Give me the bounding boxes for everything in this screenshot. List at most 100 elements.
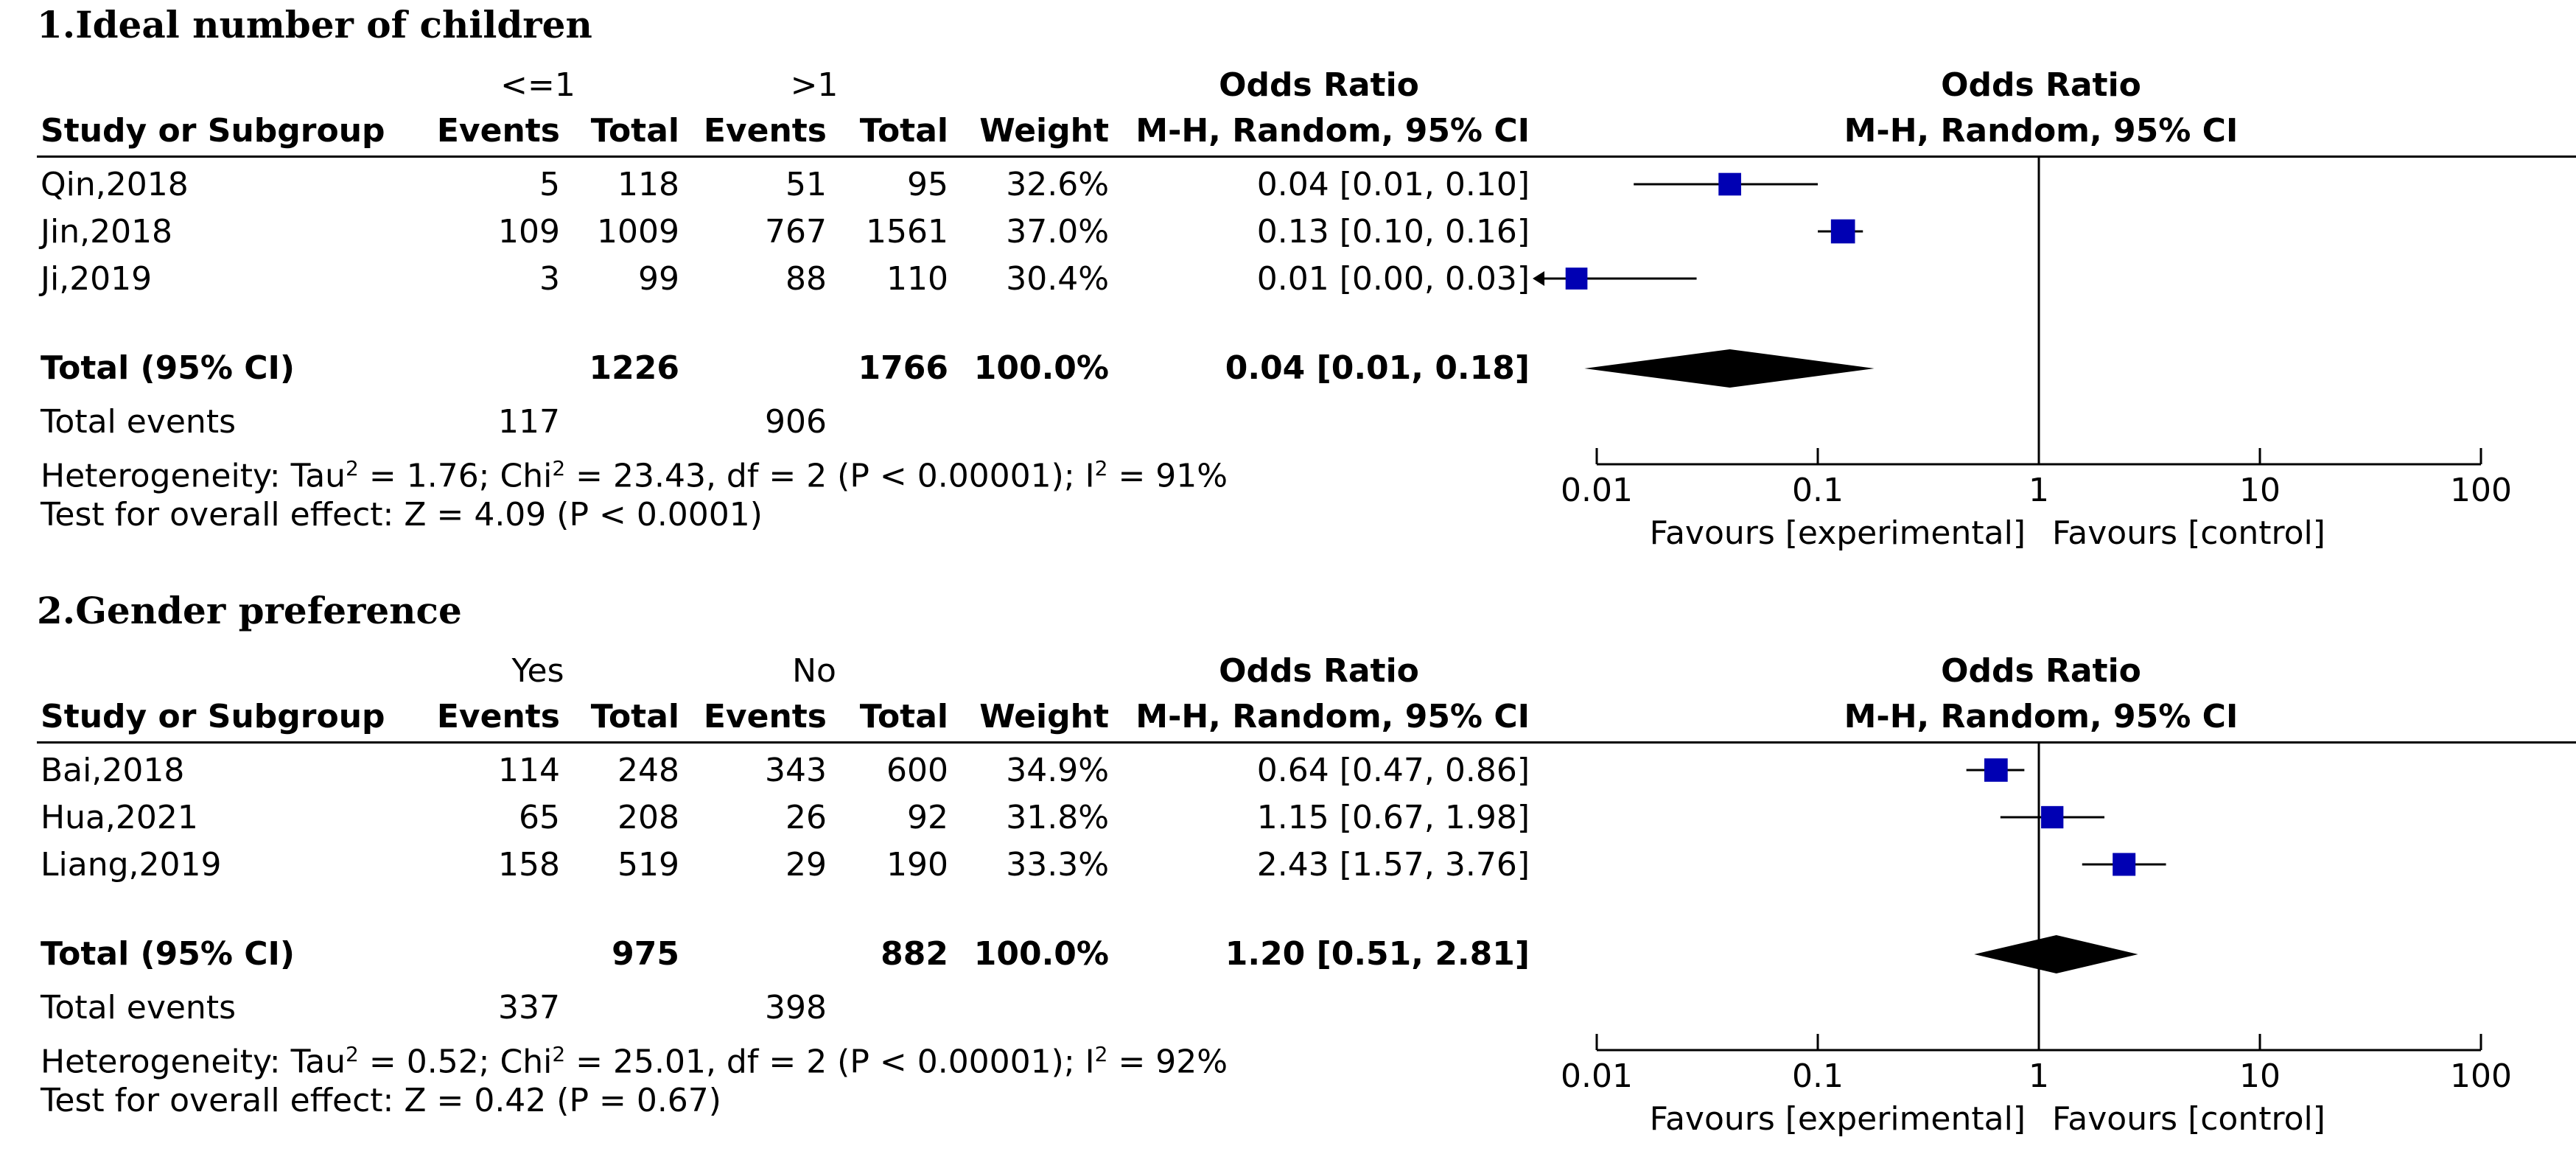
pooled-diamond [1974, 935, 2138, 973]
total2-cell: 1766 [858, 349, 948, 387]
total2-cell: 190 [886, 846, 948, 884]
total2-cell: 95 [907, 166, 948, 203]
events2-cell: 29 [785, 846, 827, 884]
events1-cell: 65 [519, 799, 560, 836]
total1-cell: 118 [617, 166, 679, 203]
events2-header: Events [703, 698, 827, 735]
superscript: 2 [552, 1042, 566, 1066]
events1-header: Events [436, 112, 560, 150]
ci-cell: 0.04 [0.01, 0.10] [1256, 166, 1530, 203]
superscript: 2 [1094, 456, 1108, 480]
events1-header: Events [436, 698, 560, 735]
total1-header: Total [590, 698, 679, 735]
x-tick-label: 100 [2450, 1057, 2512, 1095]
study-name: Jin,2018 [41, 213, 173, 251]
weight-cell: 32.6% [1006, 166, 1109, 203]
total1-cell: 1226 [589, 349, 679, 387]
total1-cell: 519 [617, 846, 679, 884]
study-name: Hua,2021 [41, 799, 198, 836]
total-events-label: Total events [41, 403, 236, 441]
events2-header: Events [703, 112, 827, 150]
events2-cell: 767 [765, 213, 827, 251]
weight-cell: 34.9% [1006, 752, 1109, 789]
ci-cell: 0.13 [0.10, 0.16] [1256, 213, 1530, 251]
study-marker [1830, 219, 1855, 244]
total1-cell: 248 [617, 752, 679, 789]
x-tick-label: 0.01 [1561, 1057, 1633, 1095]
favours-left-label: Favours [experimental] [1650, 1100, 2026, 1138]
total-weight-cell: 100.0% [973, 935, 1109, 973]
events2-cell: 26 [785, 799, 827, 836]
total-label: Total (95% CI) [41, 935, 295, 973]
ci-header: M-H, Random, 95% CI [1135, 112, 1530, 150]
x-tick-label: 0.1 [1792, 472, 1844, 509]
heterogeneity-tail: = 92% [1107, 1043, 1228, 1081]
study-name: Qin,2018 [41, 166, 189, 203]
heterogeneity-mid1: = 1.76; Chi [358, 457, 553, 495]
overall-effect-text: Test for overall effect: Z = 0.42 (P = 0… [41, 1082, 721, 1119]
total2-cell: 1561 [866, 213, 948, 251]
study-name: Ji,2019 [41, 260, 153, 298]
events2-cell: 88 [785, 260, 827, 298]
heterogeneity-mid1: = 0.52; Chi [358, 1043, 553, 1081]
favours-right-label: Favours [control] [2052, 1100, 2325, 1138]
odds-ratio-plot-header: Odds Ratio [1941, 652, 2141, 690]
forest-plot-2: 0.01 0.1 1 10 100 Favours [experimental] Favou… [1561, 741, 2512, 1138]
total1-cell: 1009 [597, 213, 679, 251]
events2-cell: 343 [765, 752, 827, 789]
superscript: 2 [346, 456, 359, 480]
study-marker [2113, 853, 2136, 876]
total-events1-cell: 117 [498, 403, 560, 441]
study-name: Bai,2018 [41, 752, 185, 789]
total1-header: Total [590, 112, 679, 150]
study-marker [1565, 267, 1588, 290]
ci-plot-header: M-H, Random, 95% CI [1844, 698, 2239, 735]
heterogeneity-prefix: Heterogeneity: Tau [41, 1043, 346, 1081]
superscript: 2 [1094, 1042, 1108, 1066]
study-header: Study or Subgroup [41, 698, 385, 735]
ci-arrow [1533, 271, 1544, 286]
total-label: Total (95% CI) [41, 349, 295, 387]
study-header: Study or Subgroup [41, 112, 385, 150]
total-events1-cell: 337 [498, 989, 560, 1027]
superscript: 2 [346, 1042, 359, 1066]
panel-title: 1.Ideal number of children [37, 3, 592, 46]
ci-plot-header: M-H, Random, 95% CI [1844, 112, 2239, 150]
weight-cell: 31.8% [1006, 799, 1109, 836]
x-tick-label: 1 [2029, 1057, 2049, 1095]
heterogeneity-mid2: = 23.43, df = 2 (P < 0.00001); I [565, 457, 1095, 495]
total1-cell: 99 [638, 260, 679, 298]
ci-cell: 0.01 [0.00, 0.03] [1256, 260, 1530, 298]
x-tick-label: 100 [2450, 472, 2512, 509]
total-events2-cell: 398 [765, 989, 827, 1027]
favours-right-label: Favours [control] [2052, 514, 2325, 552]
total2-cell: 92 [907, 799, 948, 836]
group2-label: >1 [790, 66, 839, 104]
header-rule [37, 155, 2576, 158]
ci-header: M-H, Random, 95% CI [1135, 698, 1530, 735]
study-marker [1984, 758, 2008, 782]
group1-label: Yes [511, 652, 564, 690]
x-tick-label: 0.1 [1792, 1057, 1844, 1095]
group1-label: <=1 [500, 66, 575, 104]
odds-ratio-header: Odds Ratio [1219, 652, 1419, 690]
total2-cell: 600 [886, 752, 948, 789]
study-marker [1718, 172, 1741, 196]
forest-panel-1: 1.Ideal number of children <=1 >1 Odds R… [0, 0, 2576, 582]
events1-cell: 5 [539, 166, 560, 203]
x-tick-label: 10 [2239, 1057, 2281, 1095]
events1-cell: 109 [498, 213, 560, 251]
events1-cell: 158 [498, 846, 560, 884]
total2-cell: 110 [886, 260, 948, 298]
total2-header: Total [859, 698, 948, 735]
x-tick-label: 0.01 [1561, 472, 1633, 509]
odds-ratio-plot-header: Odds Ratio [1941, 66, 2141, 104]
x-tick-label: 1 [2029, 472, 2049, 509]
overall-effect-text: Test for overall effect: Z = 4.09 (P < 0… [41, 496, 763, 534]
odds-ratio-header: Odds Ratio [1219, 66, 1419, 104]
header-rule [37, 741, 2576, 744]
total1-cell: 975 [612, 935, 679, 973]
weight-header: Weight [979, 112, 1109, 150]
weight-cell: 33.3% [1006, 846, 1109, 884]
total2-cell: 882 [881, 935, 948, 973]
